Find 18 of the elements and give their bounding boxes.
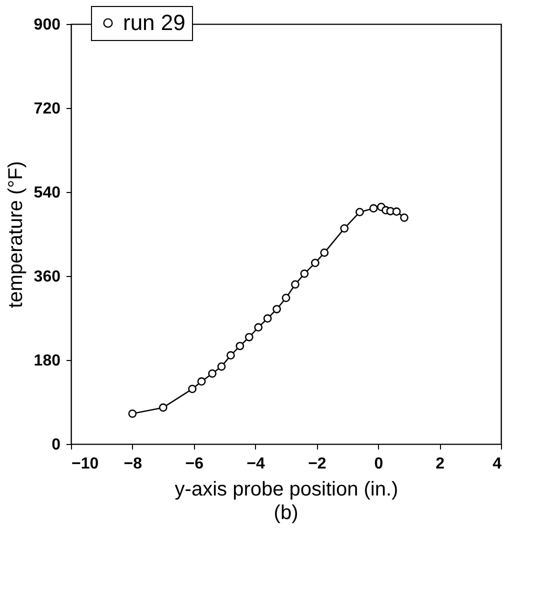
x-tick-label: 4 — [492, 456, 502, 472]
y-tick-label: 0 — [52, 436, 61, 454]
x-tick-label: −10 — [72, 456, 99, 472]
y-tick-label: 180 — [34, 352, 61, 370]
x-tick-label: −8 — [124, 456, 142, 472]
x-axis-title: y-axis probe position (in.) — [174, 478, 398, 500]
x-tick-label: −2 — [308, 456, 326, 472]
text: (b) — [274, 502, 298, 524]
x-tick-label: −4 — [246, 456, 266, 472]
x-tick-label: 0 — [374, 456, 384, 472]
y-axis-title: temperature (°F) — [4, 161, 27, 308]
y-tick-label: 720 — [34, 100, 61, 118]
x-tick-label: −6 — [185, 456, 204, 472]
legend-label: run 29 — [123, 10, 186, 35]
y-tick-label: 360 — [34, 268, 61, 286]
y-tick-label: 900 — [34, 16, 61, 34]
y-tick-label: 540 — [34, 184, 61, 202]
x-tick-label: 2 — [436, 456, 445, 472]
